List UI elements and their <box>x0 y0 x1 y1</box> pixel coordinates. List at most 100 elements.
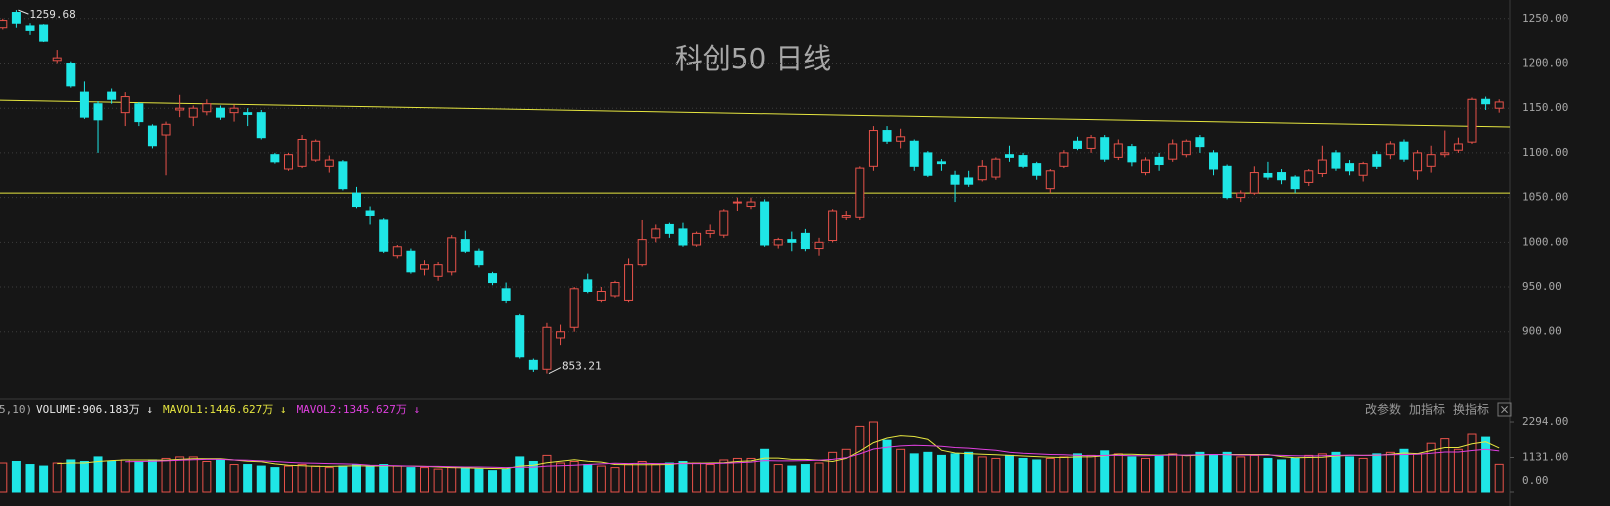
low-label: 853.21 <box>562 360 602 373</box>
candle-body <box>433 264 443 277</box>
close-button[interactable]: × <box>1499 403 1509 417</box>
candle-body <box>1032 163 1042 176</box>
candle-body <box>297 138 307 167</box>
volume-bar <box>950 453 960 493</box>
candle-body <box>760 201 770 246</box>
volume-bar <box>936 454 946 493</box>
volume-bar <box>215 459 225 493</box>
volume-bar <box>229 464 239 493</box>
volume-bar <box>1453 448 1463 493</box>
volume-bar <box>256 465 266 493</box>
volume-bar <box>1195 451 1205 493</box>
volume-bar <box>351 464 361 493</box>
volume-bar <box>1181 454 1191 493</box>
candle-body <box>93 103 103 121</box>
volume-bar <box>828 451 838 493</box>
volume-bar <box>664 462 674 493</box>
volume-bar <box>1481 436 1491 493</box>
candle-body <box>1004 154 1014 158</box>
toolbar-button[interactable]: 加指标 <box>1409 402 1445 417</box>
candle-body <box>651 228 661 239</box>
candle-body <box>1113 143 1123 158</box>
candle-body <box>610 282 620 297</box>
candle-body <box>991 158 1001 178</box>
candle-body <box>977 165 987 181</box>
volume-bar <box>1236 456 1246 493</box>
legend-entry: MAVOL1:1446.627万 ↓ <box>163 403 287 416</box>
volume-bar <box>1249 454 1259 493</box>
candle-body <box>39 24 49 42</box>
candle-body <box>678 228 688 246</box>
candle-body <box>1413 152 1423 172</box>
candle-body <box>447 237 457 273</box>
candle-body <box>1222 165 1232 199</box>
volume-bar <box>79 460 89 493</box>
candle-body <box>1072 140 1082 149</box>
candle-body <box>1263 172 1273 178</box>
volume-bar <box>964 451 974 493</box>
candle-body <box>1467 98 1477 143</box>
candle-body <box>1195 137 1205 148</box>
candle-body <box>1494 101 1504 109</box>
candle-body <box>1168 143 1178 160</box>
volume-bar <box>542 454 552 493</box>
volume-bar <box>365 465 375 493</box>
candle-body <box>732 201 742 204</box>
volume-bar <box>746 457 756 493</box>
y-tick-label: 950.00 <box>1522 280 1562 293</box>
candle-body <box>338 161 348 190</box>
candle-body <box>542 326 552 370</box>
volume-bar <box>1154 454 1164 493</box>
y-tick-label: 0.00 <box>1522 474 1549 487</box>
candle-body <box>882 130 892 142</box>
candle-body <box>501 288 511 301</box>
volume-bar <box>134 460 144 493</box>
volume-bar <box>1399 448 1409 493</box>
volume-bar <box>1059 456 1069 493</box>
volume-bar <box>39 465 49 493</box>
volume-bar <box>270 467 280 493</box>
candle-body <box>515 315 525 358</box>
volume-bar <box>420 467 430 493</box>
volume-bar <box>1385 451 1395 493</box>
volume-bar <box>1113 453 1123 493</box>
volume-bar <box>1372 453 1382 493</box>
candle-body <box>1317 159 1327 174</box>
y-tick-label: 900.00 <box>1522 325 1562 338</box>
candle-body <box>420 264 430 270</box>
volume-bar <box>338 465 348 493</box>
volume-bar <box>1413 453 1423 493</box>
volume-bar <box>841 448 851 493</box>
volume-bar <box>433 468 443 493</box>
volume-bar <box>147 459 157 493</box>
volume-bar <box>1222 451 1232 493</box>
candle-body <box>79 91 89 118</box>
candle-body <box>270 154 280 163</box>
volume-bar <box>1317 453 1327 493</box>
volume-bar <box>515 456 525 493</box>
candle-body <box>1086 137 1096 149</box>
volume-params: 5,10) <box>0 403 32 416</box>
volume-bar <box>637 460 647 493</box>
volume-bar <box>1277 459 1287 493</box>
volume-bar <box>447 467 457 493</box>
candle-body <box>1331 152 1341 169</box>
y-tick-label: 1100.00 <box>1522 146 1568 159</box>
candle-body <box>1426 154 1436 167</box>
volume-bar <box>1072 453 1082 493</box>
volume-bar <box>719 459 729 493</box>
legend-entry: VOLUME:906.183万 ↓ <box>36 403 153 416</box>
close-box[interactable] <box>1497 402 1512 417</box>
volume-bar <box>556 462 566 493</box>
candle-body <box>460 239 470 252</box>
volume-bar <box>1467 433 1477 493</box>
volume-bar <box>1440 438 1450 493</box>
toolbar-button[interactable]: 换指标 <box>1453 402 1489 417</box>
volume-bar <box>923 451 933 493</box>
volume-bar <box>1141 457 1151 493</box>
toolbar-button[interactable]: 改参数 <box>1365 402 1401 417</box>
candle-body <box>134 103 144 123</box>
volume-bar <box>896 448 906 493</box>
high-pointer <box>18 9 29 15</box>
candle-body <box>488 273 498 284</box>
